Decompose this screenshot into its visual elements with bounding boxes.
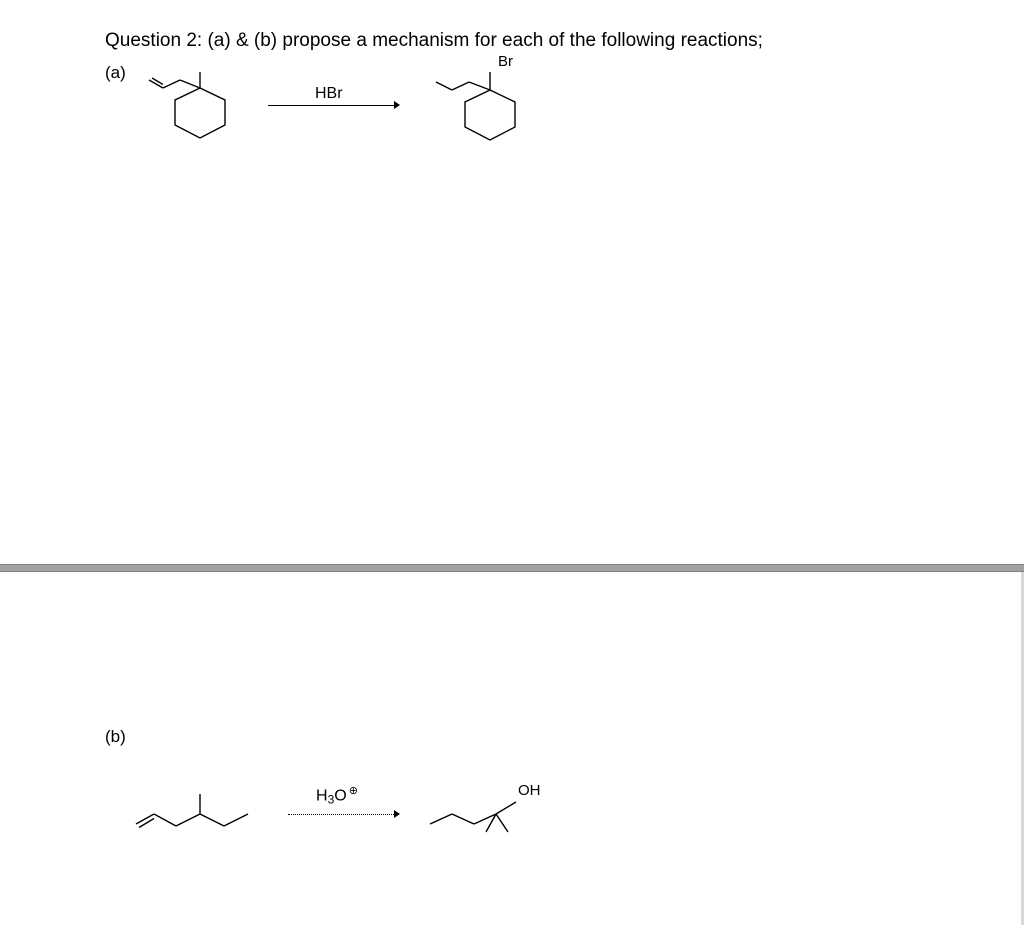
product-a-br-label: Br [498,53,513,70]
reagent-b: H3O⊕ [316,786,358,806]
reagent-a: HBr [315,85,343,103]
reagent-b-suffix: O [334,787,346,804]
structure-b-product: OH [422,774,572,854]
product-b-oh-label: OH [518,782,541,799]
reagent-b-prefix: H [316,787,328,804]
arrow-a-head [394,101,400,109]
structure-a-product: Br [425,54,545,159]
part-a-label: (a) [105,63,126,83]
structure-a-reactant [145,60,255,155]
arrow-b-head [394,810,400,818]
arrow-b [288,814,396,815]
part-b-label: (b) [105,727,126,747]
section-divider [0,564,1024,572]
question-title: Question 2: (a) & (b) propose a mechanis… [105,30,763,52]
arrow-a [268,105,396,106]
structure-b-reactant [130,780,275,855]
circle-plus-icon: ⊕ [349,786,358,796]
